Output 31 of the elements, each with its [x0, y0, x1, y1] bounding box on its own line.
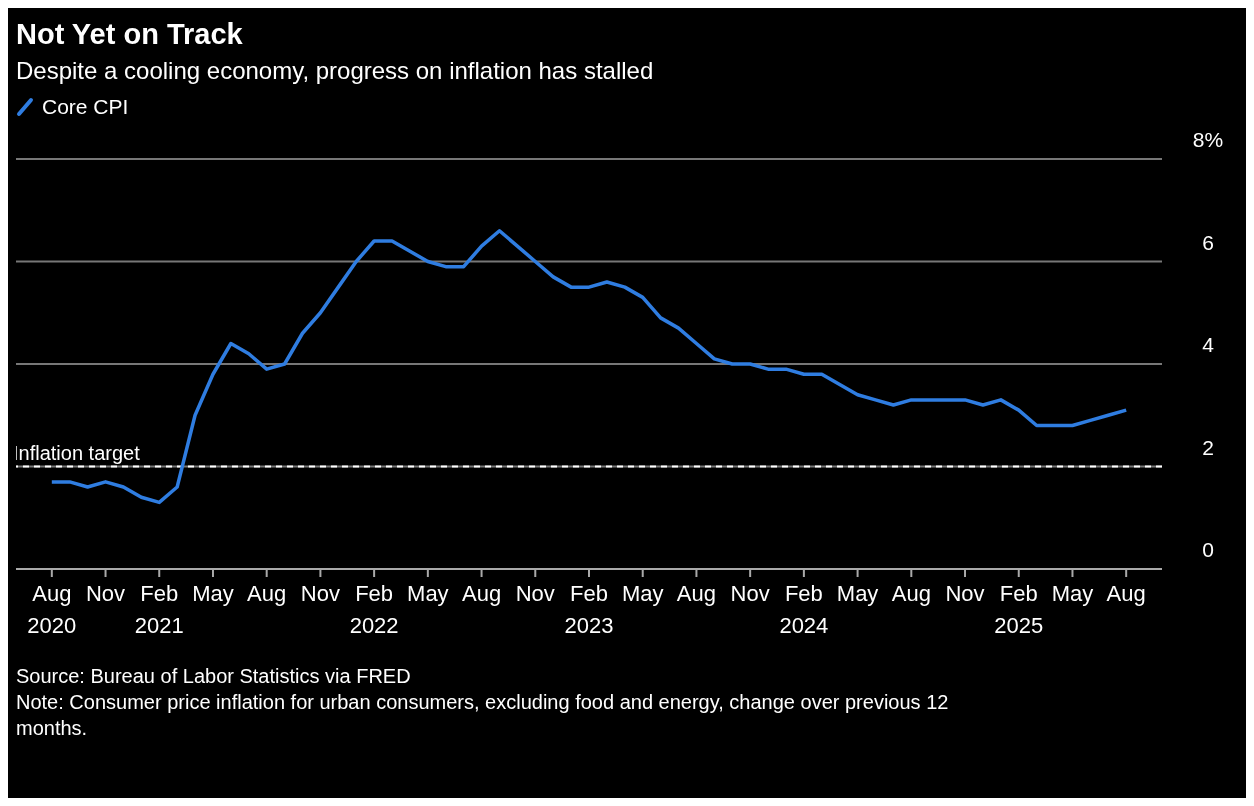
x-tick-label: Feb 2021: [134, 581, 184, 638]
chart-subtitle: Despite a cooling economy, progress on inflation has stalled: [16, 57, 655, 85]
x-tick-label: Feb 2023: [564, 581, 614, 638]
text: Note: Consumer price inflation for urban consumers, excluding food and energy, change over previous 12 months.: [16, 690, 950, 741]
y-tick-label: 2: [1202, 435, 1214, 459]
y-tick-label: 6: [1202, 230, 1214, 254]
x-tick-label: Aug: [247, 581, 287, 606]
source-note: Source: Bureau of Labor Statistics via FRED: [16, 664, 412, 689]
x-tick-label: May: [1051, 581, 1094, 606]
x-tick-label: Nov: [945, 581, 985, 606]
x-tick-label: Aug 2020: [27, 581, 77, 638]
legend-label: Core CPI: [42, 95, 129, 119]
x-tick-label: Nov: [85, 581, 126, 606]
y-tick-label: 8%: [1192, 128, 1224, 151]
x-tick-label: May: [621, 581, 664, 606]
x-tick-label: Nov: [730, 581, 770, 606]
x-tick-label: Feb 2022: [349, 581, 399, 638]
x-tick-label: Feb 2024: [779, 581, 829, 638]
x-tick-label: Nov: [515, 581, 555, 606]
y-tick-label: 4: [1202, 333, 1215, 356]
x-tick-label: Nov: [300, 581, 340, 606]
x-tick-label: Aug: [891, 581, 931, 606]
x-tick-label: Aug: [1106, 581, 1146, 606]
x-tick-label: Aug: [461, 581, 502, 606]
x-tick-label: Feb 2025: [994, 581, 1044, 638]
x-tick-label: May: [192, 581, 234, 606]
x-tick-label: May: [407, 581, 449, 606]
y-tick-label: 0: [1202, 538, 1214, 561]
x-tick-label: Aug: [676, 581, 717, 606]
x-tick-label: May: [836, 581, 879, 606]
chart-title: Not Yet on Track: [16, 18, 244, 51]
